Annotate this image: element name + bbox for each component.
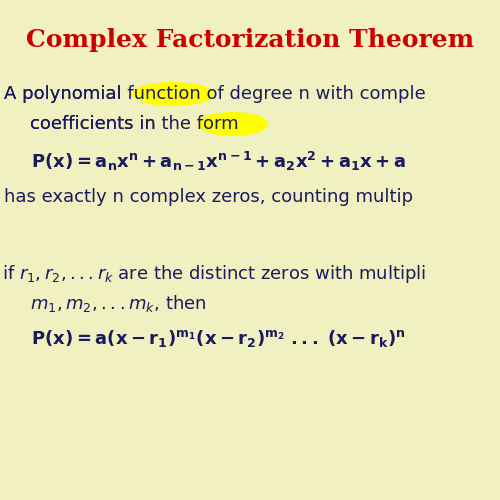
Ellipse shape — [132, 82, 214, 106]
Text: coefficients in: coefficients in — [30, 115, 162, 133]
Text: has exactly n complex zeros, counting multip: has exactly n complex zeros, counting mu… — [4, 188, 413, 206]
Text: A polynomial: A polynomial — [4, 85, 128, 103]
Text: A polynomial function of degree n with comple: A polynomial function of degree n with c… — [4, 85, 426, 103]
Text: if $r_1, r_2, ... r_k$ are the distinct zeros with multipli: if $r_1, r_2, ... r_k$ are the distinct … — [2, 263, 426, 285]
Text: coefficients in the form: coefficients in the form — [30, 115, 238, 133]
Text: $\mathbf{P(x) = a_n x^n + a_{n-1}x^{n-1} + a_2x^2 + a_1x + a}$: $\mathbf{P(x) = a_n x^n + a_{n-1}x^{n-1}… — [20, 150, 406, 173]
Text: $\mathbf{P(x) = a(x - r_1)^{m_1}(x - r_2)^{m_2}\ ...\ (x - r_k)^n}$: $\mathbf{P(x) = a(x - r_1)^{m_1}(x - r_2… — [20, 328, 406, 349]
Text: $m_1, m_2, ... m_k$, then: $m_1, m_2, ... m_k$, then — [30, 293, 206, 314]
Ellipse shape — [198, 112, 268, 136]
Text: Complex Factorization Theorem: Complex Factorization Theorem — [26, 28, 474, 52]
